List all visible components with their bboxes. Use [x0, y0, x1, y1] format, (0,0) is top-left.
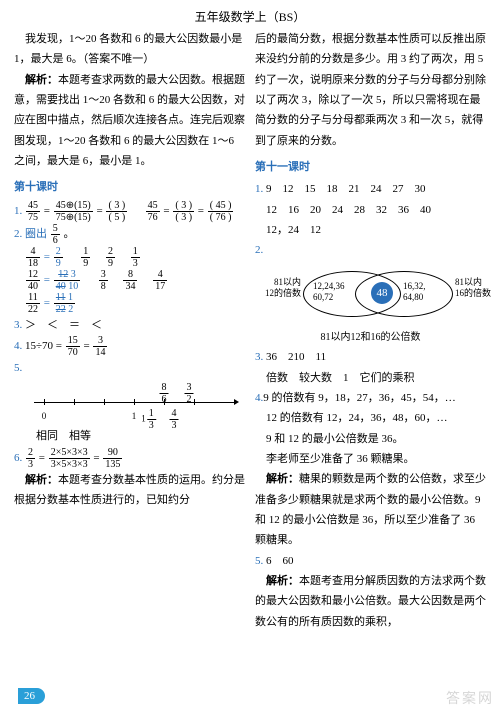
venn-left-values: 12,24,3660,72	[313, 281, 345, 303]
question-2: 2.	[255, 240, 486, 260]
nl-tick	[74, 399, 75, 405]
fraction: 11 122 2	[54, 292, 76, 315]
analysis-paragraph: 解析：本题考查求两数的最大公因数。根据题意，需要找出 1～20 各数和 6 的最…	[14, 70, 245, 172]
question-6: 6. 23 = 2×5×3×33×5×3×3 = 90135	[14, 447, 245, 470]
equation-row: 1240 = 12 340 10 38 834 417	[14, 269, 245, 292]
paragraph: 我发现，1～20 各数和 6 的最大公因数最小是 1，最大是 6。（答案不唯一）	[14, 29, 245, 70]
list-row: 倍数 较大数 1 它们的乘积	[255, 368, 486, 388]
fraction: 418	[26, 246, 40, 269]
question-2: 2. 圈出 56 。	[14, 223, 245, 246]
fraction: 1240	[26, 269, 40, 292]
handwritten: =	[44, 251, 53, 263]
nl-top-label: 86	[159, 382, 170, 405]
fraction: 1122	[26, 292, 40, 315]
analysis-text: 本题考查求两数的最大公因数。根据题意，需要找出 1～20 各数和 6 的最大公因…	[14, 74, 245, 167]
right-column: 后的最简分数，根据分数基本性质可以反推出原来没约分前的分数是多少。用 3 约了两…	[255, 29, 486, 632]
fraction: 1570	[66, 335, 80, 358]
q-num: 5.	[14, 362, 22, 374]
equation-row: 1122 = 11 122 2	[14, 292, 245, 315]
list-row: 12 16 20 24 28 32 36 40	[255, 200, 486, 220]
nl-tick	[104, 399, 105, 405]
analysis-paragraph: 解析：本题考查分数基本性质的运用。约分是根据分数基本性质进行的，已知约分	[14, 470, 245, 511]
equation-row: 418 = 29 19 29 13	[14, 246, 245, 269]
question-1: 1. 9 12 15 18 21 24 27 30	[255, 179, 486, 199]
venn-right-label: 81以内16的倍数	[455, 277, 500, 299]
q-num: 4.	[14, 340, 22, 352]
nl-top-label: 32	[184, 382, 195, 405]
venn-center-value: 48	[371, 282, 393, 304]
text: 。	[64, 228, 75, 240]
question-5: 5. 6 60	[255, 551, 486, 571]
page-header: 五年级数学上（BS）	[0, 0, 500, 29]
fraction: 4575	[26, 200, 40, 223]
question-3: 3. ＞ ＜ ＝ ＜	[14, 315, 245, 335]
answer-text: 相同 相等	[14, 426, 245, 446]
venn-left-label: 81以内12的倍数	[255, 277, 301, 299]
analysis-paragraph: 解析：本题考查用分解质因数的方法求两个数的最大公因数和最小公倍数。最大公因数是两…	[255, 571, 486, 632]
page-number-tab: 26	[18, 688, 45, 704]
question-5: 5.	[14, 358, 245, 378]
venn-diagram: 81以内12的倍数 12,24,3660,72 48 16,32,64,80 8…	[255, 263, 486, 327]
fraction: 38	[99, 269, 108, 292]
arrow-icon	[234, 399, 239, 405]
fraction: 2×5×3×33×5×3×3	[49, 447, 90, 470]
nl-label: 43	[169, 408, 180, 431]
equals: =	[44, 205, 50, 217]
list-row: 李老师至少准备了 36 颗糖果。	[255, 449, 486, 469]
question-4: 4. 15÷70 = 1570 = 314	[14, 335, 245, 358]
fraction: 23	[26, 447, 35, 470]
section-title-10: 第十课时	[14, 177, 245, 197]
fraction: 4576	[146, 200, 160, 223]
list-row: 12，24 12	[255, 220, 486, 240]
handwritten: =	[44, 297, 53, 309]
q-num: 1.	[14, 205, 22, 217]
nl-label: 1	[132, 408, 137, 425]
nl-tick	[134, 399, 135, 405]
fraction: 29	[54, 246, 63, 269]
watermark: 答案网	[446, 688, 494, 708]
fraction: 56	[51, 223, 60, 246]
fraction: 45⊕(15)75⊕(15)	[54, 200, 93, 223]
analysis-label: 解析：	[266, 575, 299, 587]
paragraph: 后的最简分数，根据分数基本性质可以反推出原来没约分前的分数是多少。用 3 约了两…	[255, 29, 486, 151]
analysis-label: 解析：	[266, 473, 299, 485]
fraction: ( 3 )( 3 )	[173, 200, 194, 223]
question-3: 3. 36 210 11	[255, 347, 486, 367]
fraction: ( 3 )( 5 )	[106, 200, 127, 223]
fraction: 12 340 10	[54, 269, 81, 292]
q-num: 3.	[14, 319, 22, 331]
number-line: 0 1 113 43 86 32	[14, 382, 245, 422]
nl-label: 0	[42, 408, 47, 425]
q-num: 2.	[255, 244, 263, 256]
content-columns: 我发现，1～20 各数和 6 的最大公因数最小是 1，最大是 6。（答案不唯一）…	[0, 29, 500, 632]
fraction: 19	[81, 246, 90, 269]
analysis-paragraph: 解析：糖果的颗数是两个数的公倍数，求至少准备多少颗糖果就是求两个数的最小公倍数。…	[255, 469, 486, 550]
fraction: 29	[106, 246, 115, 269]
fraction: 314	[93, 335, 107, 358]
q-num: 2. 圈出	[14, 228, 47, 240]
fraction: 90135	[103, 447, 122, 470]
fraction: ( 45 )( 76 )	[208, 200, 234, 223]
venn-right-values: 16,32,64,80	[403, 281, 426, 303]
nl-label: 113	[141, 408, 157, 431]
fraction: 417	[153, 269, 167, 292]
fraction: 834	[123, 269, 137, 292]
venn-caption: 81以内12和16的公倍数	[255, 329, 486, 348]
section-title-11: 第十一课时	[255, 157, 486, 177]
question-1: 1. 4575 = 45⊕(15)75⊕(15) = ( 3 )( 5 ) 45…	[14, 200, 245, 223]
q-num: 6.	[14, 452, 22, 464]
list-row: 9 和 12 的最小公倍数是 36。	[255, 429, 486, 449]
analysis-label: 解析：	[25, 474, 58, 486]
list-row: 12 的倍数有 12，24，36，48，60，…	[255, 408, 486, 428]
nl-tick	[44, 399, 45, 405]
q-num: 4.	[255, 392, 263, 404]
question-4: 4.9 的倍数有 9，18，27，36，45，54，…	[255, 388, 486, 408]
fraction: 13	[131, 246, 140, 269]
handwritten: =	[44, 274, 53, 286]
left-column: 我发现，1～20 各数和 6 的最大公因数最小是 1，最大是 6。（答案不唯一）…	[14, 29, 245, 632]
analysis-label: 解析：	[25, 74, 58, 86]
